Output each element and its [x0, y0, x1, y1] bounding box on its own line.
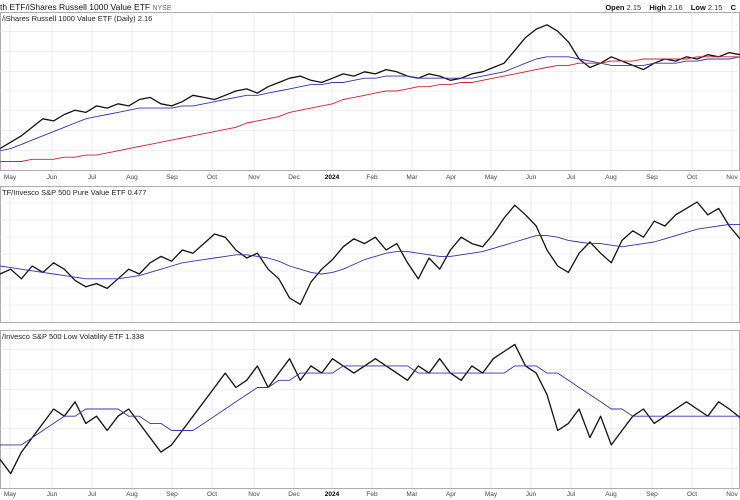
top-axis-tick: Sep [646, 174, 658, 181]
close-label: C [730, 3, 736, 12]
top-axis-tick: 2024 [325, 174, 340, 181]
bottom-axis-tick: Nov [248, 491, 260, 498]
high-label: High [649, 3, 666, 12]
bottom-axis-tick: Jun [526, 491, 537, 498]
panel-pure-value-frame [0, 186, 740, 323]
panel-russell-value-frame [0, 12, 740, 171]
top-axis-tick: Nov [248, 174, 260, 181]
chart-title: th ETF/iShares Russell 1000 Value ETF NY… [0, 2, 172, 12]
low-label: Low [690, 3, 706, 12]
bottom-axis-tick: Aug [605, 491, 617, 498]
bottom-axis-tick: Aug [126, 491, 138, 498]
open-value: 2.15 [626, 3, 642, 12]
panel-low-volatility-frame [0, 330, 740, 489]
chart-title-text: th ETF/iShares Russell 1000 Value ETF [0, 2, 151, 12]
panel-pure-value-label: TF/Invesco S&P 500 Pure Value ETF 0.477 [2, 188, 146, 197]
top-axis-tick: Aug [126, 174, 138, 181]
bottom-axis-tick: Sep [166, 491, 178, 498]
panel-russell-value-label: /iShares Russell 1000 Value ETF (Daily) … [2, 14, 152, 23]
top-axis-tick: Jun [526, 174, 537, 181]
bottom-axis-tick: Oct [207, 491, 217, 498]
bottom-axis-tick: Mar [406, 491, 418, 498]
open-label: Open [605, 3, 625, 12]
bottom-axis-tick: Nov [726, 491, 738, 498]
bottom-axis-tick: Apr [446, 491, 457, 498]
panel-russell-value-moving-average-slow [0, 56, 740, 162]
panel-low-volatility-label: /Invesco S&P 500 Low Volatility ETF 1.33… [2, 332, 144, 341]
chart-header: th ETF/iShares Russell 1000 Value ETF NY… [0, 0, 740, 18]
top-axis-tick: Jun [47, 174, 58, 181]
top-axis-tick: Nov [726, 174, 738, 181]
top-axis-tick: May [4, 174, 17, 181]
bottom-axis-tick: Jul [567, 491, 576, 498]
top-axis-tick: Mar [406, 174, 418, 181]
top-axis-tick: Feb [366, 174, 378, 181]
panel-low-volatility-moving-average-fast [0, 365, 740, 446]
panel-russell-value-price-line [0, 24, 740, 150]
bottom-axis-tick: May [485, 491, 498, 498]
bottom-axis-tick: Feb [366, 491, 378, 498]
top-axis-tick: Apr [446, 174, 457, 181]
low-value: 2.15 [707, 3, 723, 12]
bottom-axis-tick: Jun [47, 491, 58, 498]
bottom-axis-tick: May [4, 491, 17, 498]
bottom-axis-tick: Jul [88, 491, 97, 498]
top-axis-tick: Oct [687, 174, 697, 181]
panel-pure-value-moving-average-fast [0, 223, 740, 280]
top-axis-tick: Jul [88, 174, 97, 181]
top-axis-tick: May [485, 174, 498, 181]
panel-russell-value-moving-average-fast [0, 56, 740, 152]
top-axis-tick: Oct [207, 174, 217, 181]
exchange-label: NYSE [152, 5, 172, 12]
top-axis-tick: Jul [567, 174, 576, 181]
high-value: 2.16 [668, 3, 683, 12]
bottom-axis-tick: Dec [288, 491, 300, 498]
top-axis-tick: Aug [605, 174, 617, 181]
panel-pure-value-price-line [0, 201, 740, 306]
top-axis-tick: Sep [166, 174, 178, 181]
ohlc-readout: Open 2.15 High 2.16 Low 2.15 C [599, 3, 736, 12]
top-axis-tick: Dec [288, 174, 300, 181]
bottom-axis-tick: Oct [687, 491, 697, 498]
bottom-axis-tick: 2024 [325, 491, 340, 498]
bottom-axis-tick: Sep [646, 491, 658, 498]
